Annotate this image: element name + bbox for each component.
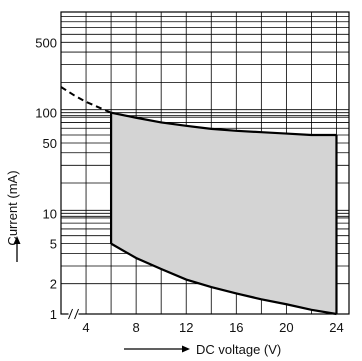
break-gap: [68, 308, 79, 320]
x-tick-label: 20: [279, 320, 293, 335]
operating-region: [111, 112, 337, 314]
y-axis-title: Current (mA): [5, 170, 21, 262]
x-tick-label: 4: [82, 320, 89, 335]
x-tick-label: 24: [329, 320, 343, 335]
y-tick-label: 2: [50, 277, 57, 292]
x-axis-label: DC voltage (V): [196, 342, 281, 357]
x-tick-label: 16: [229, 320, 243, 335]
x-tick-label: 8: [133, 320, 140, 335]
y-tick-label: 1: [50, 307, 57, 322]
x-axis-arrow-icon: [182, 345, 190, 353]
y-tick-label: 500: [35, 35, 57, 50]
y-tick-label: 10: [43, 206, 57, 221]
y-axis-label: Current (mA): [5, 170, 20, 245]
y-tick-label: 100: [35, 106, 57, 121]
upper-boundary-curve: [110, 111, 337, 137]
x-tick-label: 12: [179, 320, 193, 335]
y-tick-label: 5: [50, 237, 57, 252]
x-tick-labels: 4 8 12 16 20 24: [82, 320, 343, 335]
break-slash: [68, 308, 73, 320]
plot-frame: [60, 11, 350, 315]
lower-boundary-curve: [110, 242, 337, 316]
y-tick-labels: 1 2 5 10 50 100 500: [35, 35, 57, 322]
y-tick-label: 50: [43, 136, 57, 151]
y-axis-arrow-icon: [13, 236, 21, 244]
break-slash: [74, 308, 79, 320]
x-axis-title: DC voltage (V): [124, 342, 281, 357]
axis-break-mark: [68, 308, 79, 320]
